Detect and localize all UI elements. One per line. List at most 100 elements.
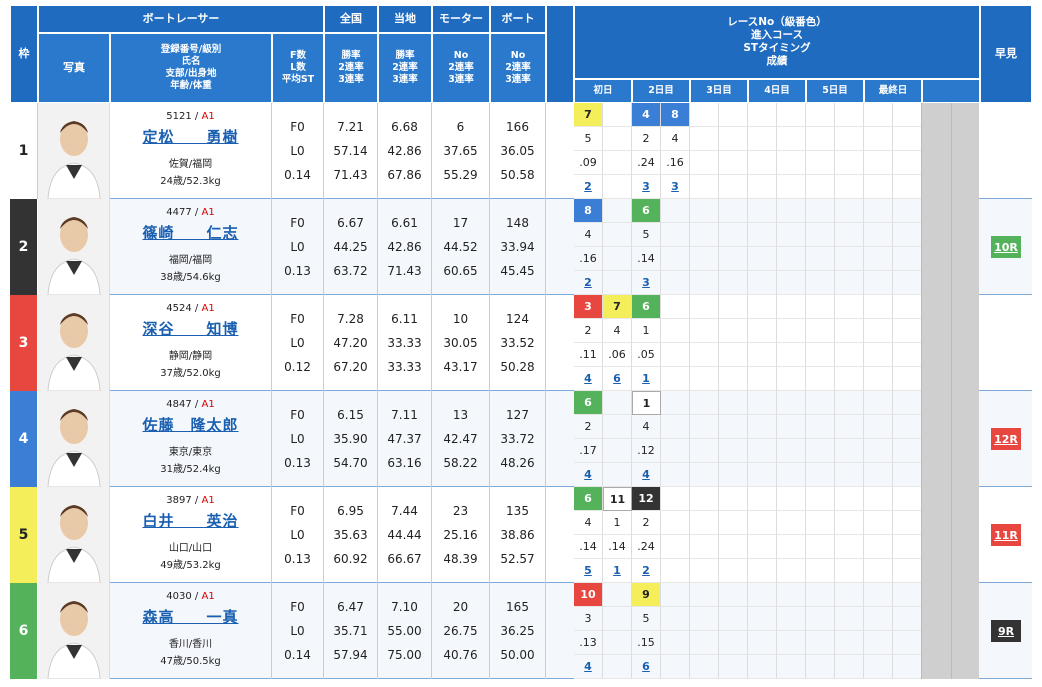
racer-silhouette-icon — [46, 313, 101, 391]
result-cell — [893, 631, 922, 655]
race-rank-link[interactable]: 4 — [574, 367, 603, 391]
result-cell — [661, 247, 690, 271]
racer-name-link[interactable]: 森高 一真 — [142, 608, 239, 626]
race-rank-link[interactable]: 5 — [574, 559, 603, 583]
result-cell — [777, 367, 806, 391]
result-cell — [806, 343, 835, 367]
racer-name-link[interactable]: 白井 英治 — [142, 512, 239, 530]
result-cell — [893, 487, 922, 511]
racer-branch: 香川/香川 — [168, 639, 213, 650]
stat-value: 25.16 — [443, 528, 478, 542]
result-cell — [777, 655, 806, 679]
race-rank-link[interactable]: 3 — [632, 175, 661, 199]
result-cell — [661, 631, 690, 655]
result-cell — [661, 607, 690, 631]
result-cell — [719, 583, 748, 607]
result-cell — [748, 199, 777, 223]
result-cell — [893, 295, 922, 319]
racer-name-link[interactable]: 佐藤 隆太郎 — [142, 416, 239, 434]
zenkoku-stats: 7.21 57.14 71.43 — [324, 103, 378, 199]
racer-class: A1 — [201, 495, 215, 506]
boat-stats: 135 38.86 52.57 — [490, 487, 546, 583]
spare-column — [921, 103, 979, 199]
early-race-badge[interactable]: 10R — [991, 236, 1021, 258]
racer-info: 4524 / A1 深谷 知博 静岡/静岡 37歳/52.0kg — [110, 295, 272, 391]
race-rank-link[interactable]: 2 — [574, 271, 603, 295]
result-cell — [719, 175, 748, 199]
stat-value: 17 — [452, 216, 469, 230]
result-cell — [748, 463, 777, 487]
early-race-cell: 9R — [980, 583, 1032, 679]
stat-value: 36.25 — [500, 624, 535, 638]
race-rank-link[interactable]: 4 — [632, 463, 661, 487]
result-cell — [748, 511, 777, 535]
result-cell — [806, 559, 835, 583]
result-cell — [661, 199, 690, 223]
result-cell — [806, 415, 835, 439]
racer-reg-number: 3897 — [166, 495, 192, 506]
race-rank-link[interactable]: 6 — [632, 655, 661, 679]
result-cell — [835, 151, 864, 175]
stat-value: 45.45 — [500, 264, 535, 278]
racer-reg-separator: / — [191, 303, 202, 314]
racer-name-link[interactable]: 定松 勇樹 — [142, 128, 239, 146]
race-rank-link[interactable]: 1 — [632, 367, 661, 391]
header-photo: 写真 — [38, 33, 110, 103]
race-rank-link[interactable]: 2 — [632, 559, 661, 583]
racer-reg-number: 4524 — [166, 303, 192, 314]
stat-value: 55.00 — [387, 624, 422, 638]
race-rank-link[interactable]: 4 — [574, 655, 603, 679]
result-cell — [835, 439, 864, 463]
racer-reg-number: 4847 — [166, 399, 192, 410]
stat-value: L0 — [290, 624, 305, 638]
header-day-final: 最終日 — [864, 79, 922, 103]
stat-value: 67.86 — [387, 168, 422, 182]
result-cell — [806, 487, 835, 511]
stat-value: 35.90 — [333, 432, 368, 446]
result-cell — [748, 415, 777, 439]
stat-value: 54.70 — [333, 456, 368, 470]
stat-value: 148 — [506, 216, 529, 230]
result-cell — [835, 511, 864, 535]
early-race-badge[interactable]: 11R — [991, 524, 1021, 546]
race-results-grid: 7 5.09 2 4 2.24 3 8 4.16 3 — [574, 103, 922, 199]
stat-value: 20 — [452, 600, 469, 614]
race-results-grid: 8 4.16 2 6 5.14 3 — [574, 199, 922, 295]
spare-column — [921, 199, 979, 295]
boat-stats: 148 33.94 45.45 — [490, 199, 546, 295]
racer-table: 枠 ボートレーサー 写真 登録番号/級別 氏名 支部/出身地 年齢/体重 F数 … — [10, 5, 1032, 679]
racer-name-link[interactable]: 深谷 知博 — [142, 320, 239, 338]
race-rank-link[interactable]: 1 — [603, 559, 632, 583]
fl-stats: F0 L0 0.14 — [272, 103, 324, 199]
result-cell — [864, 559, 893, 583]
result-cell — [893, 103, 922, 127]
entry-course: 3 — [574, 607, 603, 631]
stat-value: 6.61 — [391, 216, 418, 230]
racer-reg-separator: / — [191, 207, 202, 218]
race-rank-link[interactable]: 2 — [574, 175, 603, 199]
start-timing: .16 — [661, 151, 690, 175]
racer-name-link[interactable]: 篠崎 仁志 — [142, 224, 239, 242]
header-rate-1: 勝率 — [341, 50, 361, 62]
race-rank-link[interactable]: 4 — [574, 463, 603, 487]
result-cell — [690, 223, 719, 247]
result-cell — [777, 631, 806, 655]
spare-column-divider — [951, 199, 952, 295]
race-results-grid: 3 2.11 4 7 4.06 6 6 1.05 1 — [574, 295, 922, 391]
result-cell — [748, 127, 777, 151]
result-cell — [777, 151, 806, 175]
header-race-info-4: 成績 — [766, 55, 788, 68]
result-cell — [603, 631, 632, 655]
stat-value: 165 — [506, 600, 529, 614]
result-cell — [864, 271, 893, 295]
early-race-badge[interactable]: 9R — [991, 620, 1021, 642]
race-rank-link[interactable]: 3 — [632, 271, 661, 295]
result-cell — [893, 655, 922, 679]
early-race-badge[interactable]: 12R — [991, 428, 1021, 450]
racer-class: A1 — [201, 303, 215, 314]
race-rank-link[interactable]: 6 — [603, 367, 632, 391]
race-rank-link[interactable]: 3 — [661, 175, 690, 199]
result-cell — [690, 535, 719, 559]
result-cell — [806, 199, 835, 223]
stat-value: F0 — [290, 600, 305, 614]
